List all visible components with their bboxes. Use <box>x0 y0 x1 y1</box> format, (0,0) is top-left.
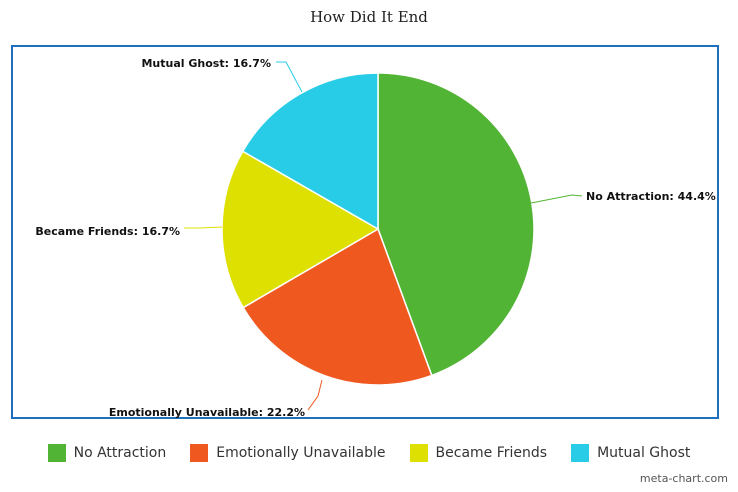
pie-slice-became-friends <box>221 150 380 309</box>
legend-swatch <box>47 444 66 462</box>
data-label-no-attraction: No Attraction: 44.4% <box>586 190 716 203</box>
legend-item-became-friends[interactable]: Became Friends <box>409 444 548 462</box>
pie-slice-mutual-ghost <box>241 72 379 231</box>
legend-label: Became Friends <box>435 445 548 461</box>
legend-swatch <box>409 444 428 462</box>
legend-swatch <box>571 444 590 462</box>
pie-slice-no-attraction <box>377 72 535 377</box>
credit-text: meta-chart.com <box>639 472 728 485</box>
data-label-emotionally-unavailable: Emotionally Unavailable: 22.2% <box>109 406 305 419</box>
legend-item-mutual-ghost[interactable]: Mutual Ghost <box>571 444 690 462</box>
chart-frame <box>11 45 719 419</box>
chart-title: How Did It End <box>310 8 428 26</box>
legend: No Attraction Emotionally Unavailable Beca… <box>0 444 738 462</box>
leader-line-became-friends <box>184 226 223 229</box>
leader-line-emotionally-unavailable <box>307 379 323 411</box>
leader-line-mutual-ghost <box>276 61 303 93</box>
legend-item-emotionally-unavailable[interactable]: Emotionally Unavailable <box>190 444 386 462</box>
data-label-mutual-ghost: Mutual Ghost: 16.7% <box>141 57 271 70</box>
pie-slice-emotionally-unavailable <box>242 227 433 386</box>
legend-item-no-attraction[interactable]: No Attraction <box>47 444 167 462</box>
leader-line-no-attraction <box>530 194 583 204</box>
legend-swatch <box>190 444 209 462</box>
legend-label: Emotionally Unavailable <box>216 445 386 461</box>
data-label-became-friends: Became Friends: 16.7% <box>35 225 180 238</box>
legend-label: No Attraction <box>73 445 167 461</box>
legend-label: Mutual Ghost <box>597 445 691 461</box>
